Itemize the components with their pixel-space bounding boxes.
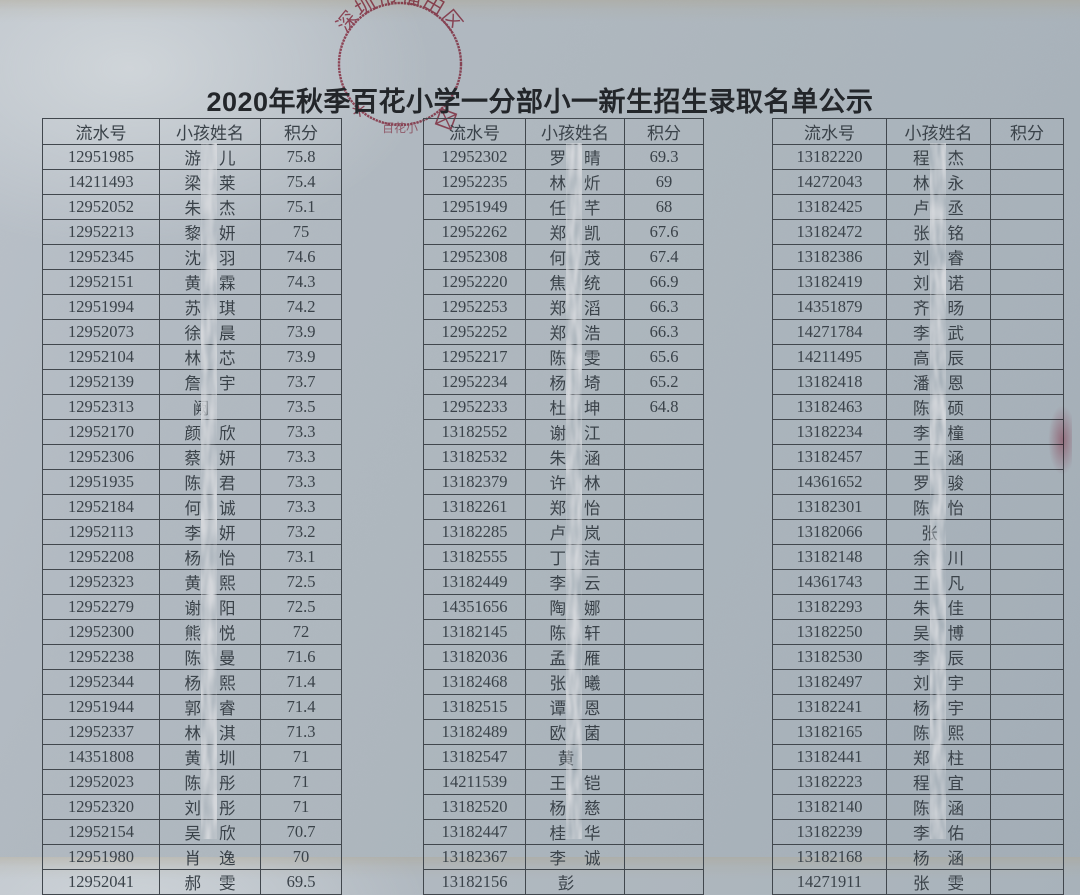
svg-text:百花小: 百花小 <box>382 120 418 135</box>
svg-text:深圳市福田区: 深圳市福田区 <box>332 0 467 37</box>
